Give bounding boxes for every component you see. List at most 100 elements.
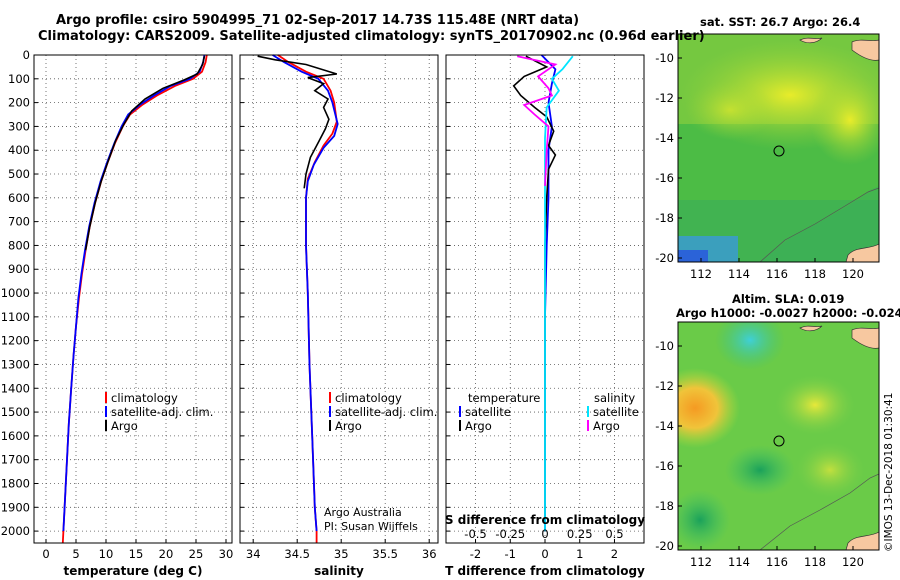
sst-map: [678, 34, 879, 262]
y-tick-label: 700: [8, 215, 30, 229]
y-tick-label: 1400: [1, 381, 30, 395]
x2-tick-label: 0: [541, 527, 548, 541]
legend-label: salinity: [594, 391, 635, 405]
x-tick-label: 0: [541, 547, 548, 561]
x2-tick-label: -0.5: [464, 527, 486, 541]
y-tick-label: 1700: [1, 453, 30, 467]
x-tick-label: -2: [470, 547, 481, 561]
plot-frame: [33, 54, 233, 544]
x-axis-label: salinity: [314, 564, 364, 578]
series-argo: [512, 55, 557, 520]
y-tick-label: 1600: [1, 429, 30, 443]
title-line-1: Argo profile: csiro 5904995_71 02-Sep-20…: [56, 13, 580, 28]
y-tick-label: 1200: [1, 334, 30, 348]
imos-watermark: ©IMOS 13-Dec-2018 01:30:41: [883, 392, 895, 552]
y-tick-label: 900: [8, 262, 30, 276]
map-lon-label: 116: [766, 555, 788, 569]
y-tick-label: 1000: [1, 286, 30, 300]
x-tick-label: 10: [99, 547, 114, 561]
map-lon-label: 118: [804, 555, 826, 569]
x-tick-label: 1: [576, 547, 583, 561]
map-lat-label: -20: [655, 251, 674, 265]
x-tick-label: 34.5: [284, 547, 310, 561]
profile-panel-3: -2 -1 0 1 2 T difference from climatology temp…: [445, 54, 645, 578]
legend-label: satellite-adj. clim.: [335, 405, 437, 419]
x-tick-label: 2: [611, 547, 618, 561]
legend-label: Argo: [335, 419, 362, 433]
legend-label: satellite-adj. clim.: [111, 405, 213, 419]
x2-axis-label: S difference from climatology: [445, 513, 645, 527]
map-lat-label: -14: [655, 419, 674, 433]
y-tick-label: 1500: [1, 405, 30, 419]
map-lat-label: -16: [655, 171, 674, 185]
sla-map: [678, 322, 879, 550]
y-tick-label: 1800: [1, 476, 30, 490]
x2-tick-label: -0.25: [495, 527, 525, 541]
x-tick-label: 25: [189, 547, 204, 561]
legend-label: temperature: [468, 391, 540, 405]
legend-label: climatology: [111, 391, 178, 405]
series-salinity-argo: [517, 55, 558, 186]
x-tick-label: 5: [72, 547, 79, 561]
plot-frame: [445, 54, 645, 544]
y-tick-label: 1900: [1, 500, 30, 514]
title-line-2: Climatology: CARS2009. Satellite-adjuste…: [38, 29, 705, 44]
x-tick-label: 30: [219, 547, 234, 561]
sla-map-title-2: Argo h1000: -0.0027 h2000: -0.024: [676, 306, 900, 320]
y-tick-label: 300: [8, 119, 30, 133]
series-argo: [84, 56, 206, 251]
x-tick-label: 36: [422, 547, 437, 561]
x-tick-label: 35: [334, 547, 349, 561]
x-tick-label: 20: [159, 547, 174, 561]
series-salinity-satellite: [544, 55, 574, 532]
series-satellite-adj-clim-: [272, 54, 339, 532]
map-lat-label: -16: [655, 459, 674, 473]
x-axis-label: temperature (deg C): [64, 564, 203, 578]
map-lon-label: 118: [804, 267, 826, 281]
sst-map-title: sat. SST: 26.7 Argo: 26.4: [700, 15, 861, 29]
profile-panel-2: 34 34.5 35 35.5 36 salinity climatologysatelli…: [239, 54, 439, 578]
series-satellite-adj-clim-: [62, 54, 206, 532]
x-tick-label: 0: [42, 547, 49, 561]
y-tick-label: 100: [8, 72, 30, 86]
map-lat-label: -14: [655, 131, 674, 145]
legend-label: Argo: [593, 419, 620, 433]
legend-label: Argo: [465, 419, 492, 433]
legend-label: satellite: [465, 405, 511, 419]
sla-map-title-1: Altim. SLA: 0.019: [732, 292, 845, 306]
map-lat-label: -18: [655, 499, 674, 513]
map-lon-label: 112: [690, 555, 712, 569]
x-tick-label: 34: [246, 547, 261, 561]
map-lat-label: -12: [655, 91, 674, 105]
y-tick-label: 400: [8, 143, 30, 157]
series-climatology: [61, 54, 208, 544]
map-lon-label: 120: [842, 555, 864, 569]
x2-tick-label: 0.25: [567, 527, 593, 541]
x-axis-label: T difference from climatology: [445, 564, 645, 578]
series-argo: [257, 55, 338, 189]
legend-label: Argo: [111, 419, 138, 433]
map-lon-label: 116: [766, 267, 788, 281]
y-tick-label: 600: [8, 191, 30, 205]
map-lat-label: -18: [655, 211, 674, 225]
legend-label: satellite: [593, 405, 639, 419]
x-tick-label: 15: [129, 547, 144, 561]
map-lat-label: -12: [655, 379, 674, 393]
y-tick-label: 1300: [1, 357, 30, 371]
credit-line-2: PI: Susan Wijffels: [324, 520, 418, 533]
map-lon-label: 120: [842, 267, 864, 281]
y-tick-label: 800: [8, 238, 30, 252]
x-tick-label: -1: [505, 547, 516, 561]
y-tick-label: 1100: [1, 310, 30, 324]
y-tick-label: 2000: [1, 524, 30, 538]
legend-label: climatology: [335, 391, 402, 405]
plot-frame: [239, 54, 439, 544]
map-lon-label: 114: [728, 267, 750, 281]
x2-tick-label: 0.5: [605, 527, 623, 541]
map-lat-label: -10: [655, 51, 674, 65]
map-lat-label: -20: [655, 539, 674, 553]
y-tick-label: 0: [23, 48, 30, 62]
map-lat-label: -10: [655, 339, 674, 353]
x-tick-label: 35.5: [372, 547, 398, 561]
